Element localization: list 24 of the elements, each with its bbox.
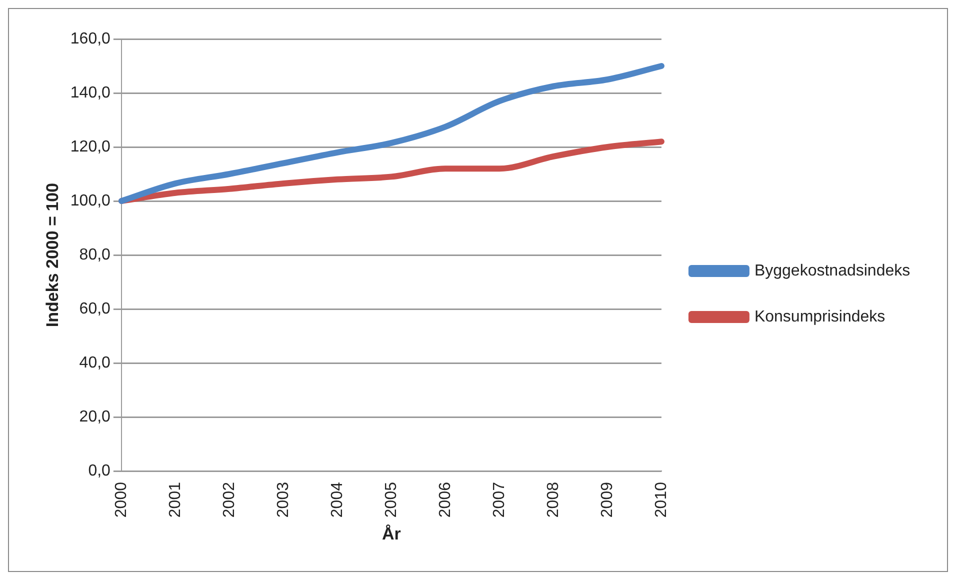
x-tick-label: 2008 bbox=[544, 482, 562, 518]
x-tick-label: 2005 bbox=[382, 482, 400, 518]
x-axis-title: År bbox=[382, 524, 402, 544]
y-tick-label: 80,0 bbox=[79, 246, 111, 264]
x-tick-label: 2009 bbox=[598, 482, 616, 518]
y-tick-label: 100,0 bbox=[70, 192, 111, 210]
y-tick-label: 20,0 bbox=[79, 408, 111, 426]
x-tick-label: 2001 bbox=[166, 482, 184, 518]
y-tick-label: 160,0 bbox=[70, 30, 111, 48]
x-tick-label: 2000 bbox=[112, 482, 130, 518]
x-tick-label: 2006 bbox=[436, 482, 454, 518]
legend-label: Konsumprisindeks bbox=[754, 308, 894, 326]
x-tick-label: 2007 bbox=[490, 482, 508, 518]
x-tick-label: 2002 bbox=[220, 482, 238, 518]
x-tick-label: 2003 bbox=[274, 482, 292, 518]
y-tick-label: 140,0 bbox=[70, 84, 111, 102]
legend-label: Byggekostnadsindeks bbox=[754, 262, 919, 280]
y-tick-label: 120,0 bbox=[70, 138, 111, 156]
y-axis-title: Indeks 2000 = 100 bbox=[42, 182, 62, 328]
y-tick-label: 40,0 bbox=[79, 354, 111, 372]
x-tick-label: 2004 bbox=[328, 482, 346, 518]
y-tick-label: 0,0 bbox=[88, 462, 111, 480]
x-tick-label: 2010 bbox=[652, 482, 670, 518]
y-tick-label: 60,0 bbox=[79, 300, 111, 318]
